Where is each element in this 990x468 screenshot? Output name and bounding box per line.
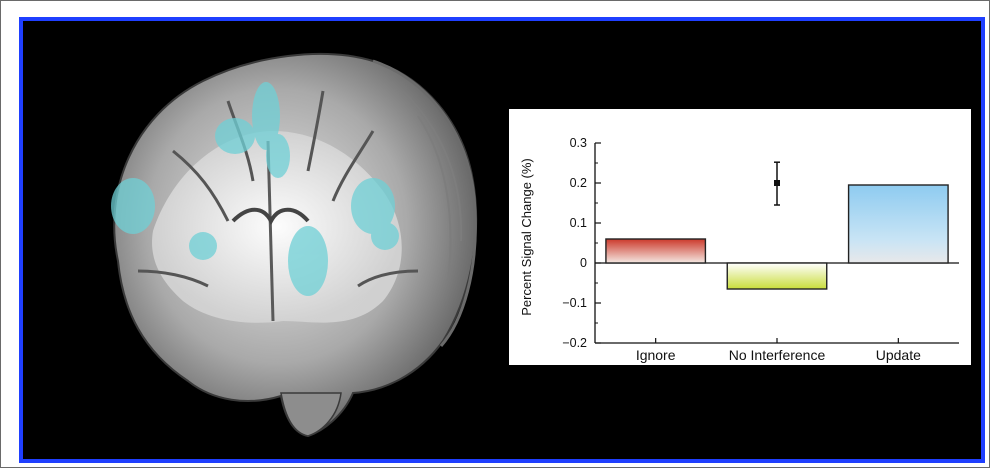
bar-no-interference [726,262,828,290]
bar-chart: Percent Signal Change (%) −0.2 −0.1 0 0.1 0.… [509,109,971,365]
brain-coronal-section-image [111,53,478,438]
y-tick-label: 0 [580,256,587,270]
figure-panel: Percent Signal Change (%) −0.2 −0.1 0 0.1 0.… [19,17,985,463]
y-tick-label: 0.2 [570,176,587,190]
y-tick-label: −0.2 [562,336,587,350]
bar-ignore [605,238,707,264]
bar-update [847,184,949,264]
y-axis-title: Percent Signal Change (%) [519,158,534,316]
y-tick-label: 0.3 [570,136,587,150]
x-tick-label: No Interference [729,347,826,363]
x-tick-label: Ignore [636,347,676,363]
bar-chart-svg: Percent Signal Change (%) −0.2 −0.1 0 0.1 0.… [519,136,959,363]
y-tick-label: −0.1 [562,296,587,310]
y-tick-label: 0.1 [570,216,587,230]
error-bar-point [774,180,780,186]
x-tick-label: Update [876,347,921,363]
